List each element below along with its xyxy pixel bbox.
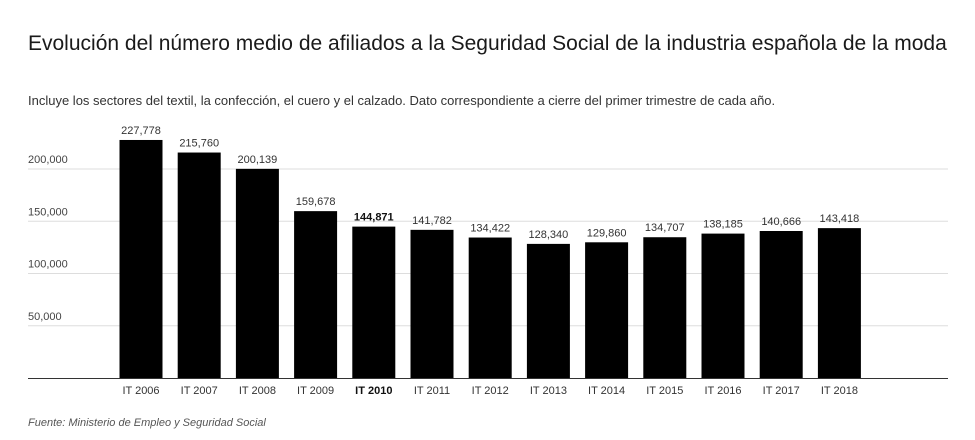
y-tick-label: 150,000: [28, 206, 68, 218]
data-label: 200,139: [238, 154, 278, 166]
x-tick-label: IT 2008: [239, 385, 276, 397]
bar: [643, 237, 687, 378]
x-tick-label: IT 2009: [297, 385, 334, 397]
bar: [526, 243, 570, 378]
x-tick-label: IT 2018: [821, 385, 858, 397]
x-tick-label: IT 2013: [530, 385, 567, 397]
chart-subtitle: Incluye los sectores del textil, la conf…: [28, 93, 776, 108]
bar: [701, 233, 745, 378]
bar: [817, 228, 861, 378]
bar: [468, 237, 512, 378]
x-tick-label: IT 2016: [704, 385, 741, 397]
y-tick-label: 50,000: [28, 311, 62, 323]
x-axis-labels: IT 2006 IT 2007 IT 2008 IT 2009 IT 2010 IT 20…: [122, 385, 858, 397]
y-axis-ticks: 50,000 100,000 150,000 200,000: [28, 154, 68, 323]
data-label: 141,782: [412, 215, 452, 227]
data-label: 215,760: [179, 138, 219, 150]
y-tick-label: 200,000: [28, 154, 68, 166]
x-tick-label: IT 2017: [763, 385, 800, 397]
x-tick-label: IT 2011: [414, 385, 450, 397]
data-label: 134,422: [470, 223, 510, 235]
data-label: 129,860: [587, 227, 627, 239]
x-tick-label: IT 2012: [472, 385, 509, 397]
bars: [119, 139, 861, 378]
x-tick-label: IT 2014: [588, 385, 625, 397]
data-label: 140,666: [761, 216, 801, 228]
source-note: Fuente: Ministerio de Empleo y Seguridad…: [28, 417, 266, 429]
data-label: 134,707: [645, 222, 685, 234]
x-tick-label: IT 2015: [646, 385, 683, 397]
bar: [759, 231, 803, 378]
x-tick-label: IT 2007: [181, 385, 218, 397]
bar: [235, 168, 279, 378]
chart-title: Evolución del número medio de afiliados …: [28, 32, 947, 55]
bar: [410, 229, 454, 378]
bar: [585, 242, 629, 378]
bar: [352, 226, 396, 378]
data-label: 128,340: [529, 229, 569, 241]
x-tick-label: IT 2006: [122, 385, 159, 397]
data-label: 227,778: [121, 125, 161, 137]
bar: [119, 139, 163, 378]
data-label: 143,418: [820, 213, 860, 225]
data-label: 159,678: [296, 196, 336, 208]
bar: [177, 152, 221, 378]
data-label: 138,185: [703, 219, 743, 231]
x-tick-label: IT 2010: [355, 385, 392, 397]
bar: [294, 211, 338, 378]
data-labels: 227,778 215,760 200,139 159,678 144,871 141,7…: [121, 125, 859, 241]
data-label: 144,871: [354, 212, 394, 224]
y-tick-label: 100,000: [28, 259, 68, 271]
